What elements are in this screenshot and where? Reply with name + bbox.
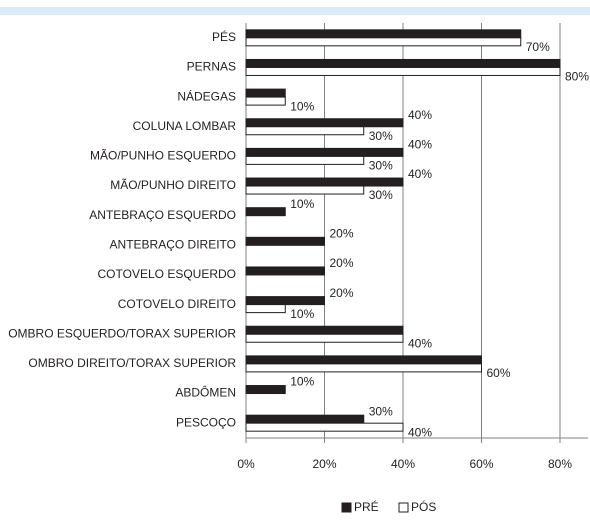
y-tick-label: PÉS [212, 29, 236, 44]
bar [245, 304, 286, 314]
bar [245, 422, 404, 432]
bar [245, 177, 404, 187]
data-label: 80% [565, 70, 589, 84]
y-tick-label: NÁDEGAS [177, 88, 236, 103]
x-tick-label: 40% [391, 457, 415, 471]
header-band [0, 7, 590, 15]
data-label: 10% [290, 197, 314, 211]
bar [245, 325, 404, 335]
data-label: 30% [369, 129, 393, 143]
y-tick-label: OMBRO DIREITO/TORAX SUPERIOR [28, 356, 236, 370]
bar [245, 355, 482, 365]
data-label: 40% [408, 108, 432, 122]
data-label: 30% [369, 159, 393, 173]
y-tick-label: COTOVELO ESQUERDO [98, 267, 236, 281]
bar [245, 333, 404, 343]
bar [245, 126, 365, 136]
data-label: 10% [290, 375, 314, 389]
y-tick-label: MÃO/PUNHO ESQUERDO [90, 149, 236, 163]
bar [245, 147, 404, 157]
bar [245, 385, 286, 395]
y-tick-label: MÃO/PUNHO DIREITO [110, 178, 236, 192]
data-label: 40% [408, 138, 432, 152]
bar [245, 88, 286, 98]
bar [245, 66, 561, 76]
bar [245, 96, 286, 106]
data-label: 20% [330, 256, 354, 270]
y-tick-label: PERNAS [187, 60, 236, 74]
bar [245, 296, 325, 306]
x-tick-label: 60% [469, 457, 493, 471]
bar [245, 414, 365, 424]
bar [245, 37, 522, 47]
bar [245, 185, 365, 195]
y-tick-label: ANTEBRAÇO ESQUERDO [89, 208, 236, 222]
data-label: 60% [487, 366, 511, 380]
legend-label: PRÉ [354, 499, 379, 514]
bar [245, 155, 365, 165]
x-tick-label: 20% [312, 457, 336, 471]
data-label: 40% [408, 425, 432, 439]
data-label: 20% [330, 226, 354, 240]
legend-label: PÓS [411, 499, 436, 514]
bar [245, 266, 325, 276]
bar [245, 58, 561, 68]
y-tick-label: PESCOÇO [176, 415, 236, 429]
data-label: 40% [408, 167, 432, 181]
bar [245, 236, 325, 246]
y-tick-label: OMBRO ESQUERDO/TORAX SUPERIOR [8, 326, 236, 340]
bar [245, 29, 522, 39]
x-tick-label: 0% [237, 457, 255, 471]
legend-swatch [398, 502, 409, 513]
data-label: 30% [369, 404, 393, 418]
bar [245, 363, 482, 373]
data-label: 70% [526, 40, 550, 54]
data-label: 30% [369, 188, 393, 202]
data-label: 40% [408, 336, 432, 350]
bar [245, 118, 404, 128]
data-label: 10% [290, 307, 314, 321]
y-tick-label: COLUNA LOMBAR [133, 119, 237, 133]
y-tick-label: ABDÔMEN [175, 385, 236, 400]
y-tick-label: COTOVELO DIREITO [118, 297, 236, 311]
legend-swatch [341, 502, 352, 513]
data-label: 20% [330, 286, 354, 300]
data-label: 10% [290, 99, 314, 113]
bar [245, 207, 286, 217]
x-tick-label: 80% [548, 457, 572, 471]
y-tick-label: ANTEBRAÇO DIREITO [110, 237, 236, 251]
